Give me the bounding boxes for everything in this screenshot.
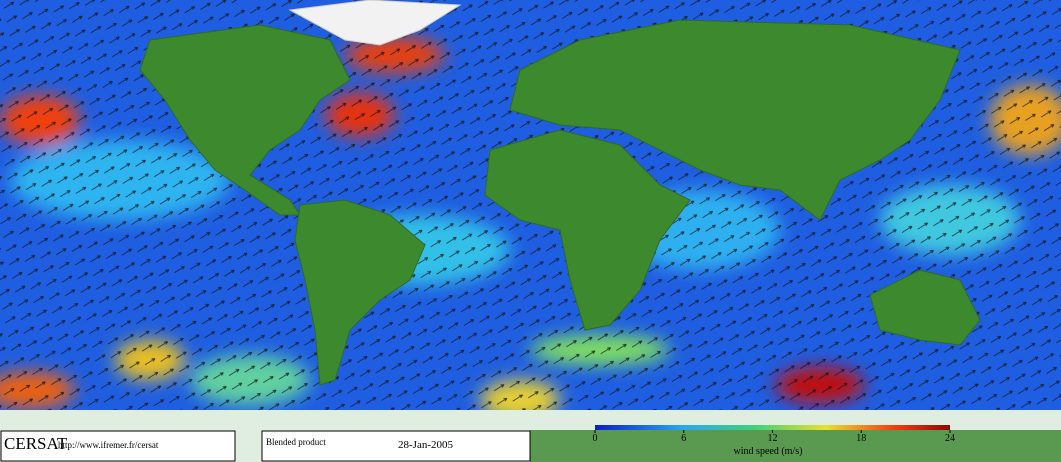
date: 28-Jan-2005	[398, 439, 453, 451]
colorbar-tick-label: 18	[856, 433, 866, 444]
colorbar-tick-label: 12	[768, 433, 778, 444]
north-america	[139, 24, 351, 216]
antarctic-terrain	[530, 430, 1061, 462]
eurasia	[509, 19, 961, 221]
australia	[869, 269, 981, 346]
brand: CERSAT	[4, 434, 68, 453]
product-box	[261, 430, 531, 462]
colorbar	[595, 425, 950, 430]
brand-box	[0, 430, 236, 462]
africa	[484, 129, 691, 331]
colorbar-tick-label: 6	[681, 433, 686, 444]
greenland	[288, 0, 462, 46]
url: http://www.ifremer.fr/cersat	[58, 440, 159, 450]
colorbar-tick-label: 24	[945, 433, 955, 444]
product: Blended product	[266, 437, 326, 447]
colorbar-label: wind speed (m/s)	[734, 446, 803, 457]
south-america	[294, 199, 426, 386]
continents	[139, 0, 981, 386]
colorbar-tick-label: 0	[593, 433, 598, 444]
